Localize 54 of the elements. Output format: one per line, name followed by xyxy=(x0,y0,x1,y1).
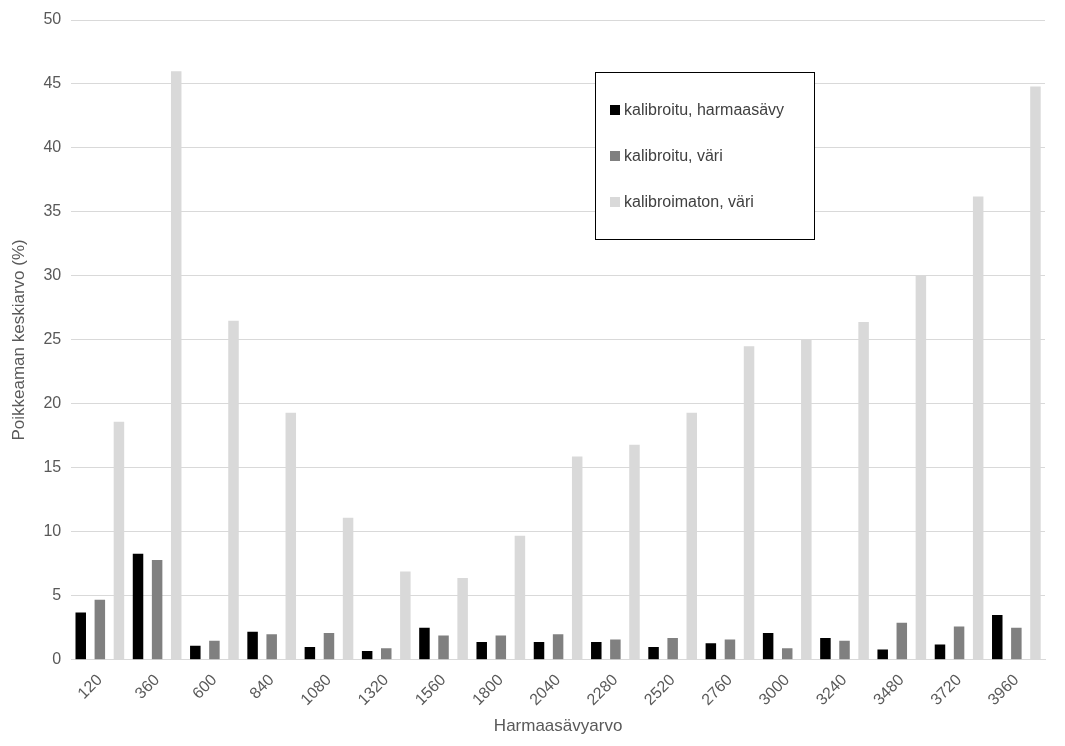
bar xyxy=(533,641,545,660)
bar xyxy=(705,643,717,660)
bar xyxy=(419,627,430,660)
bar xyxy=(820,638,831,660)
x-axis-title: Harmaasävyarvo xyxy=(493,716,623,736)
bar xyxy=(781,648,793,660)
bar xyxy=(610,639,621,660)
legend-label: kalibroitu, harmaasävy xyxy=(624,101,785,119)
bar xyxy=(1011,627,1022,660)
y-tick-label: 0 xyxy=(52,650,62,668)
bar xyxy=(591,641,602,660)
bar xyxy=(361,650,373,660)
bar xyxy=(323,632,335,660)
bar xyxy=(648,647,659,660)
bar xyxy=(304,647,316,660)
bar xyxy=(381,648,392,660)
bar xyxy=(476,641,487,660)
bar xyxy=(247,631,258,660)
x-tick-label: 360 xyxy=(131,670,163,702)
y-tick-label: 35 xyxy=(43,202,62,220)
bar xyxy=(132,553,144,660)
y-axis-title: Poikkeaman keskiarvo (%) xyxy=(8,239,28,441)
x-tick-label: 840 xyxy=(246,670,277,702)
y-tick-label: 25 xyxy=(43,330,62,348)
y-tick-label: 30 xyxy=(43,266,62,284)
bar xyxy=(896,622,908,660)
bar xyxy=(724,639,736,660)
bar xyxy=(266,634,277,660)
x-tick-label: 120 xyxy=(74,670,106,702)
y-tick-label: 15 xyxy=(43,458,62,476)
y-tick-label: 10 xyxy=(43,522,62,540)
bar xyxy=(992,615,1003,660)
bar xyxy=(438,635,449,660)
bar xyxy=(667,638,678,660)
bar xyxy=(495,635,507,660)
bar xyxy=(953,626,965,660)
legend-label: kalibroitu, väri xyxy=(624,147,723,165)
bar xyxy=(552,634,564,660)
bar xyxy=(94,599,106,660)
x-tick-label: 600 xyxy=(188,670,220,702)
bar xyxy=(151,560,163,660)
bar xyxy=(762,632,774,660)
bar xyxy=(190,645,201,660)
y-tick-label: 40 xyxy=(43,138,62,156)
bar xyxy=(75,612,86,660)
y-tick-label: 20 xyxy=(43,394,62,412)
bar xyxy=(209,640,220,660)
legend-label: kalibroimaton, väri xyxy=(624,193,754,211)
y-tick-label: 50 xyxy=(43,10,62,28)
y-tick-label: 45 xyxy=(43,74,62,92)
bar xyxy=(839,640,850,660)
bar xyxy=(877,649,888,660)
y-tick-label: 5 xyxy=(52,586,62,604)
bar xyxy=(934,644,946,660)
